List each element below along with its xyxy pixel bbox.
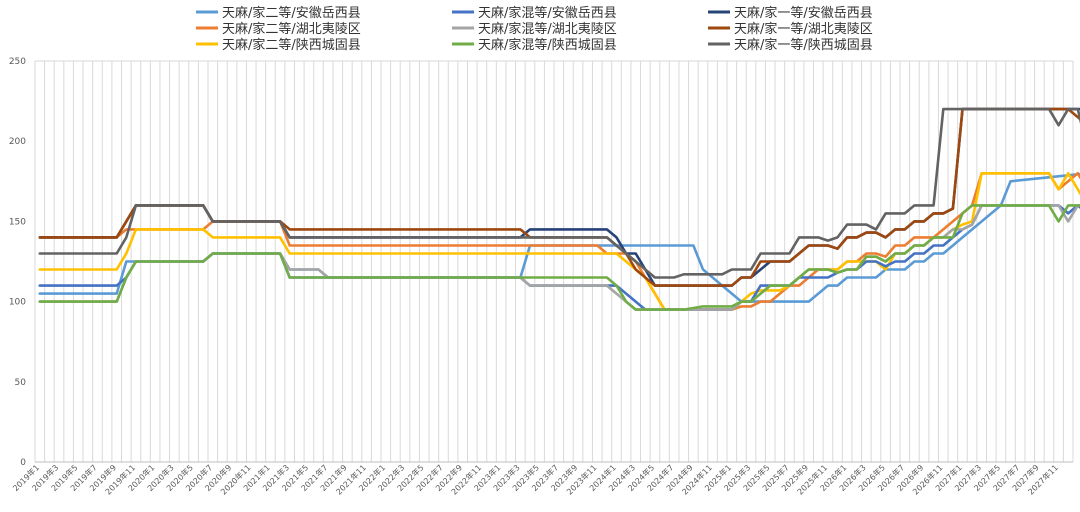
legend-label: 天麻/家二等/陕西城固县 [222,37,361,53]
legend-item: 天麻/家二等/湖北夷陵区 [196,21,361,37]
legend-item: 天麻/家一等/湖北夷陵区 [708,21,873,37]
legend-label: 天麻/家一等/湖北夷陵区 [734,21,873,37]
legend-label: 天麻/家一等/陕西城固县 [734,37,873,53]
legend-label: 天麻/家二等/湖北夷陵区 [222,21,361,37]
series-line-2 [38,172,1080,311]
legend-item: 天麻/家二等/安徽岳西县 [196,5,361,21]
legend-item: 天麻/家混等/陕西城固县 [452,37,617,53]
y-tick-label: 250 [9,57,26,67]
legend-item: 天麻/家二等/陕西城固县 [196,37,361,53]
legend-label: 天麻/家混等/湖北夷陵区 [478,21,617,37]
legend-label: 天麻/家一等/安徽岳西县 [734,5,873,21]
legend-item: 天麻/家一等/安徽岳西县 [708,5,873,21]
legend-label: 天麻/家混等/陕西城固县 [478,37,617,53]
series-line-6 [38,204,1080,311]
series-line-9 [38,107,1080,279]
series-line-3 [38,172,1080,311]
series-layer [38,107,1080,311]
legend-item: 天麻/家混等/湖北夷陵区 [452,21,617,37]
legend-item: 天麻/家混等/安徽岳西县 [452,5,617,21]
y-tick-label: 200 [9,137,26,147]
legend-item: 天麻/家一等/陕西城固县 [708,37,873,53]
y-tick-label: 150 [9,217,26,227]
series-line-7 [38,107,1080,287]
series-line-8 [38,107,1080,287]
y-tick-label: 100 [9,298,26,308]
legend-label: 天麻/家混等/安徽岳西县 [478,5,617,21]
y-tick-label: 50 [15,378,27,388]
y-tick-label: 0 [20,458,26,468]
legend-label: 天麻/家二等/安徽岳西县 [222,5,361,21]
